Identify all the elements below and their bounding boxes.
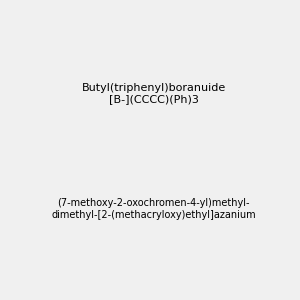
Text: (7-methoxy-2-oxochromen-4-yl)methyl-
dimethyl-[2-(methacryloxy)ethyl]azanium: (7-methoxy-2-oxochromen-4-yl)methyl- dim…	[51, 199, 256, 220]
Text: Butyl(triphenyl)boranuide
[B-](CCCC)(Ph)3: Butyl(triphenyl)boranuide [B-](CCCC)(Ph)…	[82, 83, 226, 105]
